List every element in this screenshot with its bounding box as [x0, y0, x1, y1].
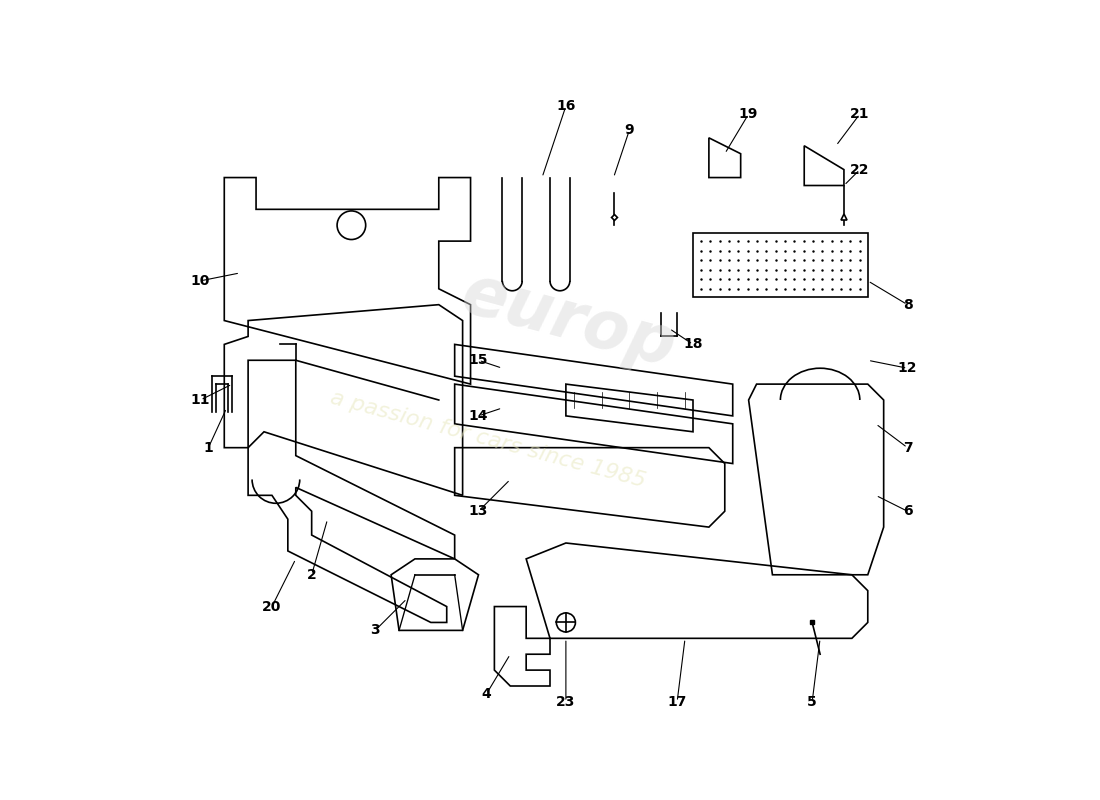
Text: 15: 15 — [469, 354, 488, 367]
Text: 6: 6 — [903, 504, 912, 518]
Text: 7: 7 — [903, 441, 912, 454]
Text: europ: europ — [454, 260, 683, 381]
Text: 5: 5 — [807, 695, 817, 709]
Text: a passion for cars since 1985: a passion for cars since 1985 — [328, 388, 648, 491]
Text: 20: 20 — [262, 599, 282, 614]
Text: 22: 22 — [850, 162, 870, 177]
Text: 18: 18 — [683, 338, 703, 351]
Text: 10: 10 — [190, 274, 210, 288]
Text: 8: 8 — [903, 298, 912, 312]
Text: 1: 1 — [204, 441, 213, 454]
Text: 11: 11 — [190, 393, 210, 407]
Text: 19: 19 — [739, 107, 758, 121]
Text: 13: 13 — [469, 504, 488, 518]
Text: 9: 9 — [625, 123, 635, 137]
Text: 23: 23 — [557, 695, 575, 709]
Text: 3: 3 — [371, 623, 380, 638]
Text: 12: 12 — [898, 362, 917, 375]
Text: 4: 4 — [482, 687, 492, 701]
Text: 14: 14 — [469, 409, 488, 423]
Text: 16: 16 — [557, 99, 575, 113]
Text: 21: 21 — [850, 107, 870, 121]
Text: 17: 17 — [668, 695, 686, 709]
Text: 2: 2 — [307, 568, 317, 582]
